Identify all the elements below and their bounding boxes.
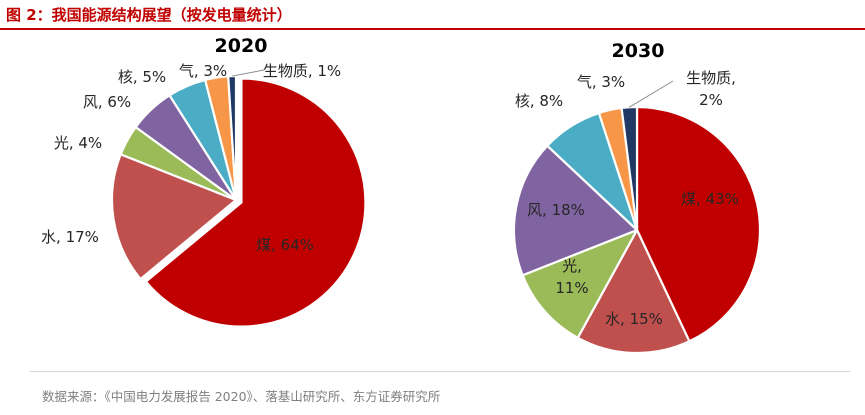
slice-label: 煤, 43%: [681, 190, 739, 208]
slice-label: 气, 3%: [577, 73, 625, 91]
pie-chart-2020: 2020 煤, 64% 水, 17% 光, 4% 风, 6% 核, 5% 气, 3% 生物质,…: [41, 35, 367, 328]
slice-label: 光, 11%: [555, 257, 588, 297]
slice-label: 水, 15%: [605, 310, 663, 328]
pie-slice: [635, 105, 762, 343]
slice-label: 核, 5%: [118, 68, 166, 86]
leader-line: [232, 69, 265, 77]
slice-label: 光, 4%: [54, 134, 102, 152]
title-rule: [0, 28, 865, 30]
slice-label: 煤, 64%: [256, 236, 314, 254]
slice-label: 风, 6%: [83, 93, 131, 111]
pie-slice: [512, 144, 639, 277]
source-note: 数据来源：《中国电力发展报告 2020》、落基山研究所、东方证券研究所: [42, 389, 441, 404]
pie-title: 2030: [612, 40, 665, 62]
footer-rule: [30, 371, 850, 372]
slice-label: 气, 3%: [179, 62, 227, 80]
figure-title: 图 2：我国能源结构展望（按发电量统计）: [6, 6, 292, 24]
slice-label: 核, 8%: [515, 92, 563, 110]
pie-slice: [620, 105, 639, 232]
pie-slice: [227, 74, 238, 202]
slice-label: 风, 18%: [527, 201, 585, 219]
leader-line: [629, 80, 674, 108]
pie-chart-2030: 2030 煤, 43% 水, 15% 光, 11% 风, 18% 核, 8% 气, 3% 生物质…: [512, 40, 762, 355]
pie-title: 2020: [215, 35, 268, 57]
pie-slice: [576, 228, 691, 355]
pie-slice: [110, 153, 238, 281]
pie-slice: [521, 228, 639, 339]
slice-label: 水, 17%: [41, 228, 99, 246]
slice-label: 生物质, 2%: [686, 69, 736, 109]
pie-slice: [144, 77, 367, 328]
slice-label: 生物质, 1%: [263, 62, 341, 80]
